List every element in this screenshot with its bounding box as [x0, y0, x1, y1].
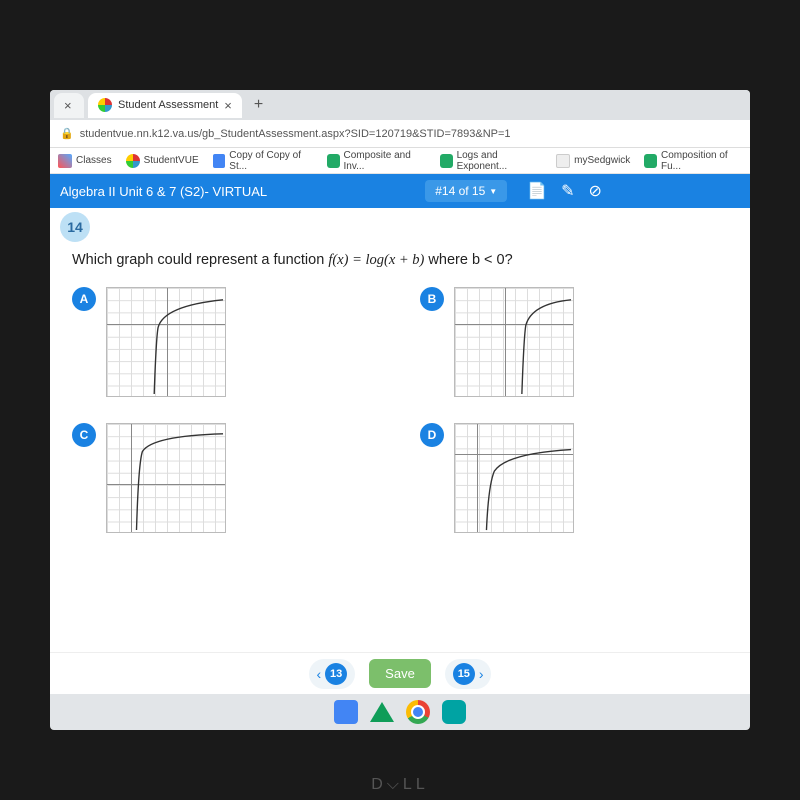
chevron-right-icon: ›	[479, 666, 484, 682]
question-math: f(x) = log(x + b)	[328, 252, 424, 268]
browser-tab-bar: × Student Assessment × +	[50, 90, 750, 120]
browser-tab[interactable]: ×	[54, 93, 84, 118]
prohibit-icon[interactable]: ⊘	[589, 181, 602, 201]
prev-number: 13	[325, 663, 347, 685]
bookmark-label: StudentVUE	[144, 155, 199, 166]
bookmark-item[interactable]: Composition of Fu...	[644, 150, 742, 172]
option-graph	[454, 287, 574, 397]
laptop-brand: D⌵LL	[0, 776, 800, 794]
drive-icon[interactable]	[370, 702, 394, 722]
bookmark-item[interactable]: Copy of Copy of St...	[213, 150, 313, 172]
bookmark-item[interactable]: Logs and Exponent...	[440, 150, 542, 172]
favicon-icon	[98, 98, 112, 112]
option-graph	[106, 423, 226, 533]
browser-tab-active[interactable]: Student Assessment ×	[88, 93, 242, 118]
meet-icon[interactable]	[442, 700, 466, 724]
option-letter: B	[420, 287, 444, 311]
answer-option[interactable]: B	[420, 287, 728, 397]
bookmark-icon	[644, 154, 657, 168]
assessment-header: Algebra II Unit 6 & 7 (S2)- VIRTUAL #14 …	[50, 174, 750, 208]
bookmark-item[interactable]: Composite and Inv...	[327, 150, 426, 172]
bookmarks-bar: Classes StudentVUE Copy of Copy of St... Co…	[50, 148, 750, 174]
bookmark-icon	[58, 154, 72, 168]
bookmark-icon	[440, 154, 453, 168]
bookmark-label: mySedgwick	[574, 155, 630, 166]
docs-icon[interactable]	[334, 700, 358, 724]
bookmark-label: Copy of Copy of St...	[229, 150, 313, 172]
answer-option[interactable]: D	[420, 423, 728, 533]
next-button[interactable]: 15 ›	[445, 659, 492, 689]
answer-option[interactable]: C	[72, 423, 380, 533]
bookmark-icon	[213, 154, 226, 168]
question-number: 14	[60, 212, 90, 242]
question-number-wrap: 14	[50, 208, 750, 242]
question-prefix: Which graph could represent a function	[72, 252, 328, 268]
lock-icon: 🔒	[60, 127, 74, 140]
chrome-shelf	[50, 694, 750, 730]
note-icon[interactable]: 📄	[527, 181, 547, 201]
chevron-down-icon: ▼	[489, 187, 497, 196]
new-tab-button[interactable]: +	[246, 96, 271, 114]
next-number: 15	[453, 663, 475, 685]
save-button[interactable]: Save	[369, 659, 431, 688]
assessment-title: Algebra II Unit 6 & 7 (S2)- VIRTUAL	[60, 184, 267, 199]
question-suffix: where b < 0?	[424, 252, 512, 268]
edit-icon[interactable]: ✎	[561, 181, 574, 201]
bookmark-icon	[126, 154, 140, 168]
url-text: studentvue.nn.k12.va.us/gb_StudentAssess…	[80, 128, 511, 140]
option-letter: C	[72, 423, 96, 447]
bookmark-label: Composition of Fu...	[661, 150, 742, 172]
url-bar[interactable]: 🔒 studentvue.nn.k12.va.us/gb_StudentAsse…	[50, 120, 750, 148]
bookmark-label: Classes	[76, 155, 112, 166]
bottom-nav: ‹ 13 Save 15 ›	[50, 652, 750, 694]
bookmark-label: Composite and Inv...	[344, 150, 426, 172]
bookmark-icon	[327, 154, 340, 168]
close-icon[interactable]: ×	[64, 98, 72, 113]
bookmark-item[interactable]: StudentVUE	[126, 154, 199, 168]
chevron-left-icon: ‹	[317, 666, 322, 682]
answer-option[interactable]: A	[72, 287, 380, 397]
chrome-icon[interactable]	[406, 700, 430, 724]
tab-title: Student Assessment	[118, 99, 218, 111]
question-text: Which graph could represent a function f…	[72, 252, 728, 269]
bookmark-label: Logs and Exponent...	[457, 150, 543, 172]
question-content: Which graph could represent a function f…	[50, 242, 750, 652]
progress-text: #14 of 15	[435, 184, 485, 198]
option-letter: D	[420, 423, 444, 447]
prev-button[interactable]: ‹ 13	[309, 659, 356, 689]
close-icon[interactable]: ×	[224, 98, 232, 113]
progress-indicator[interactable]: #14 of 15 ▼	[425, 180, 507, 202]
options-grid: A B C D	[72, 287, 728, 533]
option-graph	[454, 423, 574, 533]
bookmark-icon	[556, 154, 570, 168]
option-letter: A	[72, 287, 96, 311]
bookmark-item[interactable]: mySedgwick	[556, 154, 630, 168]
option-graph	[106, 287, 226, 397]
bookmark-item[interactable]: Classes	[58, 154, 112, 168]
